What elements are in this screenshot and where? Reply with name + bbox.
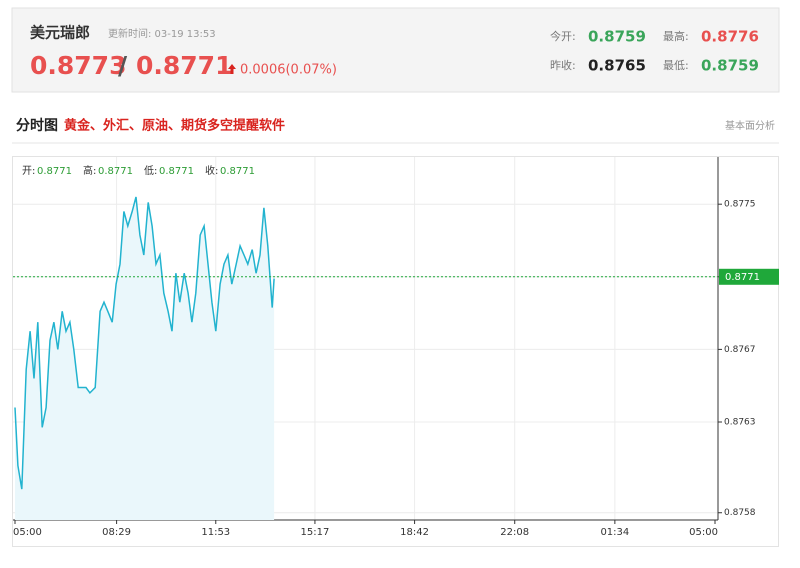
current-price-label: 0.8771: [725, 272, 760, 283]
pair-name: 美元瑞郎: [30, 24, 90, 42]
stat-value: 0.8759: [701, 57, 759, 75]
section-title: 分时图: [16, 117, 58, 134]
update-time: 更新时间: 03-19 13:53: [108, 27, 216, 40]
bid: 0.8773: [30, 51, 126, 80]
stat-value: 0.8759: [588, 28, 646, 46]
separator: /: [118, 51, 128, 80]
x-tick-label: 01:34: [600, 527, 629, 538]
change: 0.0006(0.07%): [240, 63, 337, 78]
info-label: 高:: [83, 164, 96, 177]
x-tick-label: 05:00: [689, 527, 718, 538]
current-price-tag: [719, 268, 779, 285]
y-tick-label: 0.8775: [724, 200, 756, 210]
info-value: 0.8771: [98, 166, 133, 177]
info-label: 低:: [144, 164, 157, 177]
x-tick-label: 08:29: [102, 527, 131, 538]
y-tick-label: 0.8758: [724, 508, 756, 518]
x-tick-label: 15:17: [301, 527, 330, 538]
stat-value: 0.8765: [588, 57, 646, 75]
x-tick-label: 22:08: [500, 527, 529, 538]
stat-label: 今开:: [550, 29, 576, 43]
header-box: [11, 7, 780, 93]
stat-label: 最低:: [663, 59, 689, 72]
y-tick-label: 0.8767: [724, 345, 756, 355]
x-tick-label: 05:00: [13, 527, 42, 538]
y-tick-label: 0.8763: [724, 417, 756, 427]
x-tick-label: 18:42: [400, 527, 429, 538]
promo-link[interactable]: 黄金、外汇、原油、期货多空提醒软件: [64, 118, 285, 134]
info-label: 开:: [22, 166, 35, 177]
stat-label: 昨收:: [550, 58, 576, 72]
price-line: [14, 196, 275, 490]
info-value: 0.8771: [220, 166, 255, 177]
chart-box: [12, 156, 779, 547]
fundamental-link[interactable]: 基本面分析: [725, 119, 775, 132]
x-tick-label: 11:53: [201, 527, 230, 538]
info-value: 0.8771: [159, 166, 194, 177]
stat-label: 最高:: [663, 29, 689, 43]
info-label: 收:: [205, 164, 218, 177]
stat-value: 0.8776: [701, 28, 759, 46]
ask: 0.8771: [136, 51, 232, 80]
info-value: 0.8771: [37, 166, 72, 177]
up-arrow: [228, 64, 236, 74]
